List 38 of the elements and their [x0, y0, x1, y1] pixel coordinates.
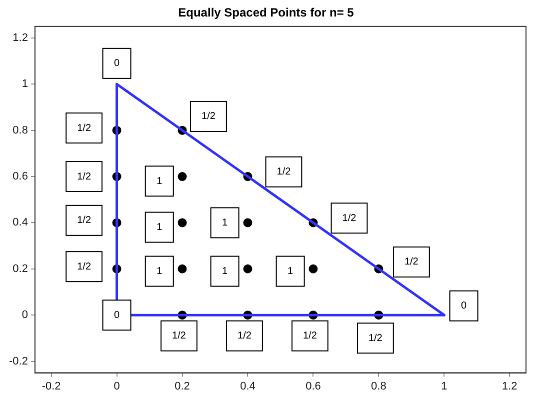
annotation: 1/2 [404, 256, 419, 268]
annotation: 1/2 [77, 215, 92, 226]
y-tick-label: -0.2 [8, 355, 28, 368]
annotation: 0 [114, 310, 120, 321]
y-tick-label: 1 [22, 78, 28, 90]
annotation: 1/2 [238, 330, 252, 342]
annotation: 0 [461, 300, 468, 312]
x-tick-label: 1.2 [502, 380, 518, 392]
annotation: 1/2 [202, 111, 216, 122]
annotation: 1/2 [77, 261, 92, 272]
y-tick-label: 0.2 [12, 262, 28, 275]
x-tick-label: -0.2 [42, 380, 61, 392]
annotation: 1 [222, 266, 228, 277]
annotation: 1 [156, 266, 163, 277]
x-tick-label: 0.2 [174, 380, 190, 392]
annotation: 1/2 [77, 171, 92, 182]
annotation: 1/2 [276, 166, 292, 178]
y-tick-label: 0.8 [12, 124, 28, 136]
annotation: 1 [156, 222, 163, 234]
annotation: 1/2 [302, 330, 318, 342]
chart-title: Equally Spaced Points for n= 5 [178, 6, 354, 20]
x-tick-label: 0 [114, 380, 120, 392]
x-tick-label: 0.4 [240, 380, 256, 392]
annotation: 1/2 [342, 212, 357, 224]
x-tick-label: 0.6 [306, 380, 321, 392]
y-tick-label: 1.2 [12, 32, 28, 44]
y-tick-label: 0.6 [12, 170, 28, 183]
annotation: 1 [222, 217, 228, 228]
annotation: 1 [288, 266, 294, 277]
annotation: 1/2 [172, 330, 186, 342]
y-tick-label: 0.4 [12, 216, 28, 229]
x-tick-label: 0.8 [371, 380, 386, 392]
y-tick-label: 0 [22, 309, 28, 322]
x-tick-label: 1 [441, 380, 448, 392]
annotation: 1/2 [77, 122, 92, 134]
annotation: 0 [114, 58, 120, 70]
annotation: 1/2 [368, 332, 383, 344]
annotation: 1 [156, 176, 163, 187]
